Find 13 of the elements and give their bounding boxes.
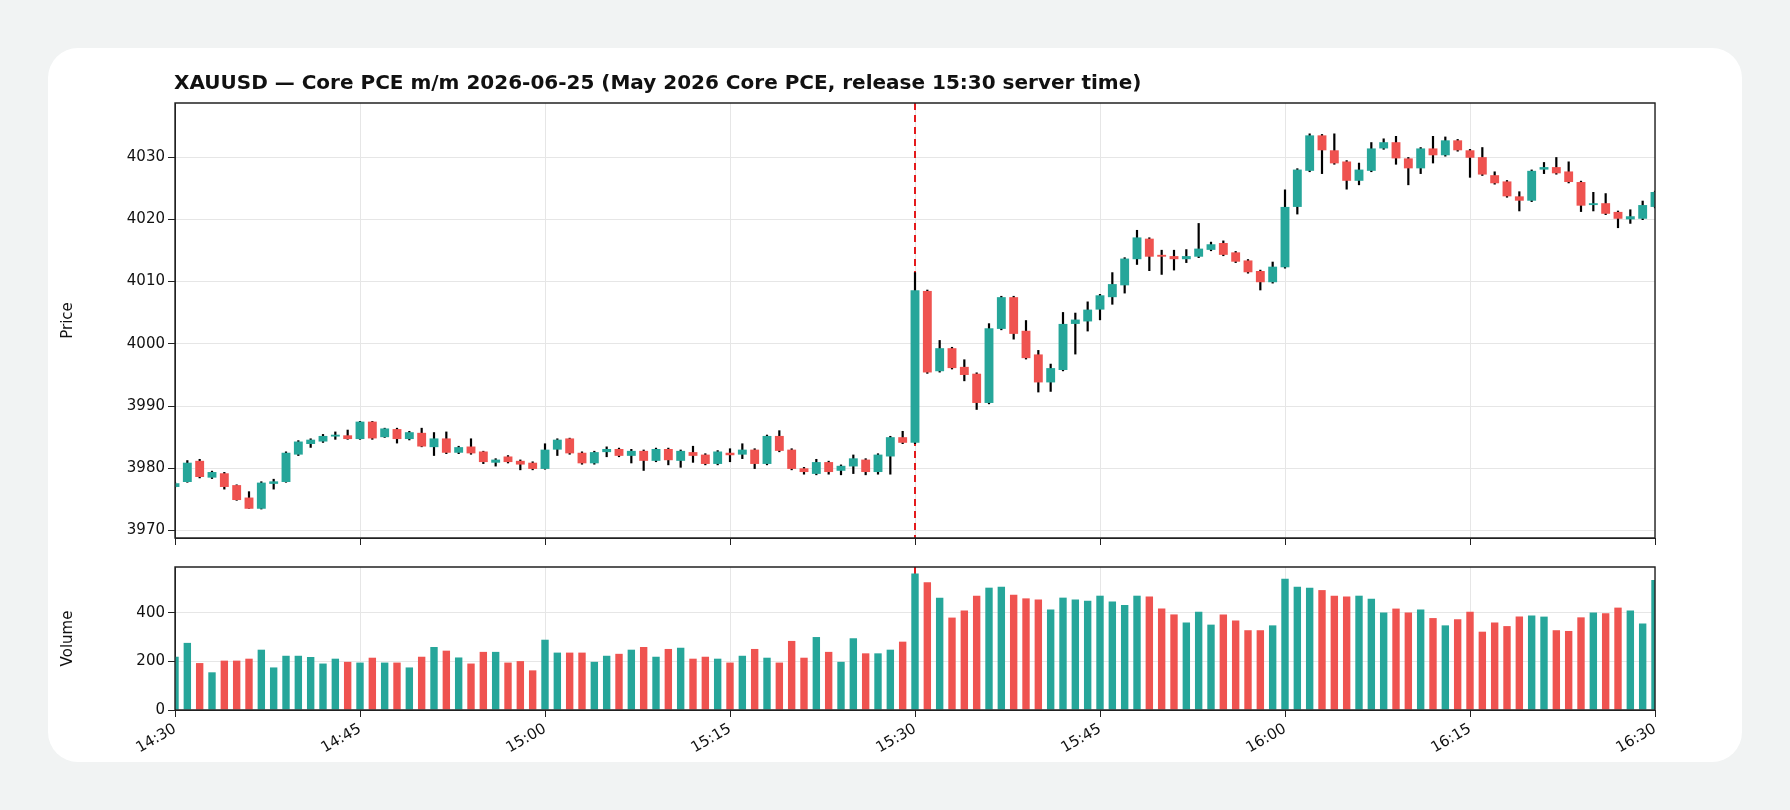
y-tick-label: 3980: [126, 458, 165, 477]
y-tick-label: 4010: [126, 271, 165, 290]
y-tick-label: 200: [136, 651, 165, 670]
y-tick-label: 4030: [126, 147, 165, 166]
y-tick-label: 4000: [126, 333, 165, 352]
y-tick-label: 3970: [126, 520, 165, 539]
y-axis-title: Volume: [57, 610, 76, 667]
y-tick-label: 0: [155, 699, 165, 718]
y-tick-label: 4020: [126, 209, 165, 228]
y-tick-label: 400: [136, 602, 165, 621]
chart-title: XAUUSD — Core PCE m/m 2026-06-25 (May 2026 Core PCE, release 15:30 server time): [174, 70, 1142, 94]
y-axis-title: Price: [57, 302, 76, 339]
y-tick-label: 3990: [126, 395, 165, 414]
